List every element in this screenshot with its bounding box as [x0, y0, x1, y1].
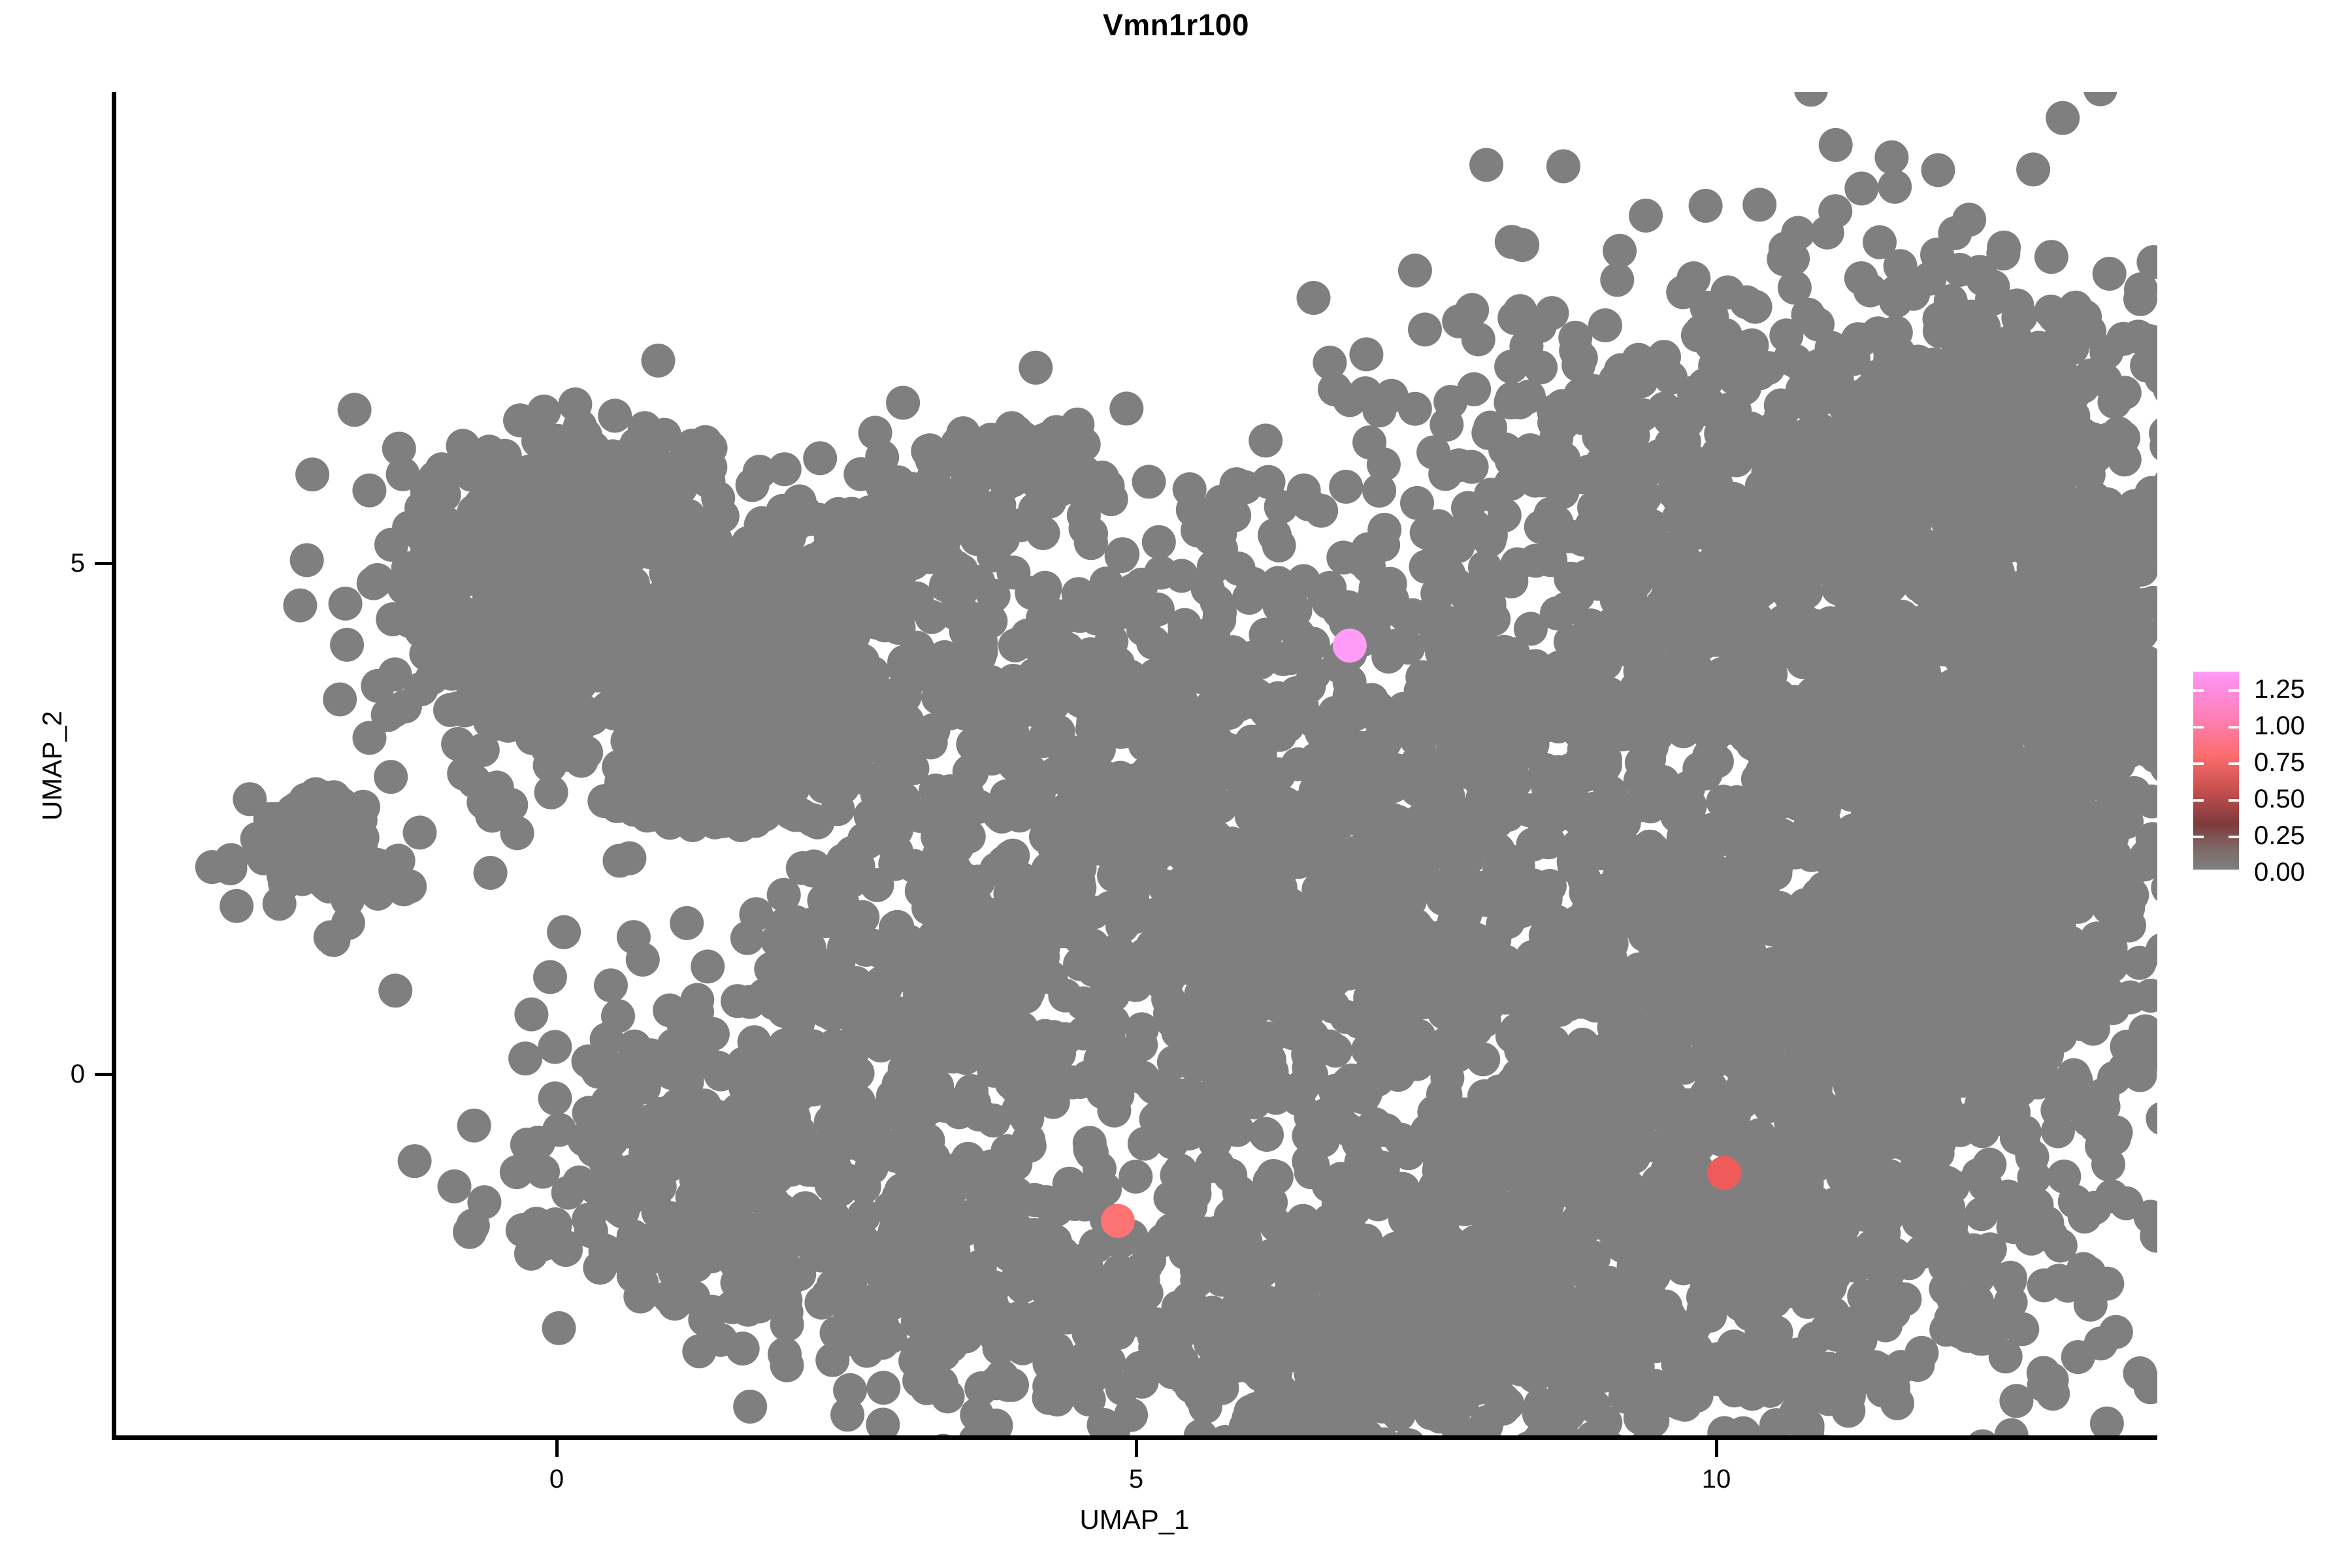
y-tick-label-5: 5: [70, 549, 85, 578]
expressing-cell-point-0: [1332, 629, 1367, 663]
x-tick-10: [1715, 1440, 1718, 1457]
expressing-cell-point-1: [1100, 1203, 1135, 1238]
x-tick-5: [1135, 1440, 1138, 1457]
y-tick-label-0: 0: [70, 1060, 85, 1088]
colorbar-tick-left-1.25: [2193, 689, 2204, 692]
colorbar-gradient: [2193, 672, 2239, 870]
colorbar-label-1.00: 1.00: [2254, 711, 2305, 740]
colorbar-tick-right-1.00: [2229, 726, 2239, 728]
colorbar-tick-left-0.25: [2193, 836, 2204, 838]
colorbar-tick-right-0.25: [2229, 836, 2239, 838]
umap-point-cloud: [195, 92, 2157, 1435]
x-tick-label-5: 5: [1128, 1465, 1144, 1494]
colorbar-tick-right-1.25: [2229, 689, 2239, 692]
color-legend: 1.25 1.00 0.75 0.50 0.25 0.00: [2189, 660, 2339, 889]
colorbar-label-0.00: 0.00: [2254, 858, 2305, 887]
x-tick-0: [555, 1440, 559, 1457]
x-tick-label-10: 10: [1701, 1465, 1731, 1494]
y-axis-line: [112, 92, 116, 1439]
colorbar-tick-left-0.50: [2193, 799, 2204, 802]
scatter-plot-panel: [116, 92, 2157, 1435]
expressing-cell-point-2: [1707, 1156, 1742, 1190]
colorbar-tick-right-0.50: [2229, 799, 2239, 802]
y-tick-5: [95, 562, 112, 565]
colorbar-label-0.50: 0.50: [2254, 785, 2305, 813]
colorbar-label-0.25: 0.25: [2254, 821, 2305, 850]
y-axis-label: UMAP_2: [37, 710, 67, 821]
colorbar-tick-right-0.75: [2229, 762, 2239, 765]
y-tick-0: [95, 1073, 112, 1076]
x-axis-line: [112, 1435, 2157, 1440]
colorbar-label-0.75: 0.75: [2254, 748, 2305, 777]
x-axis-label: UMAP_1: [1079, 1504, 1190, 1535]
colorbar-label-1.25: 1.25: [2254, 675, 2305, 704]
page-title: Vmn1r100: [1103, 8, 1249, 42]
x-tick-label-0: 0: [549, 1465, 564, 1494]
colorbar-tick-left-0.75: [2193, 762, 2204, 765]
colorbar-tick-left-1.00: [2193, 726, 2204, 728]
